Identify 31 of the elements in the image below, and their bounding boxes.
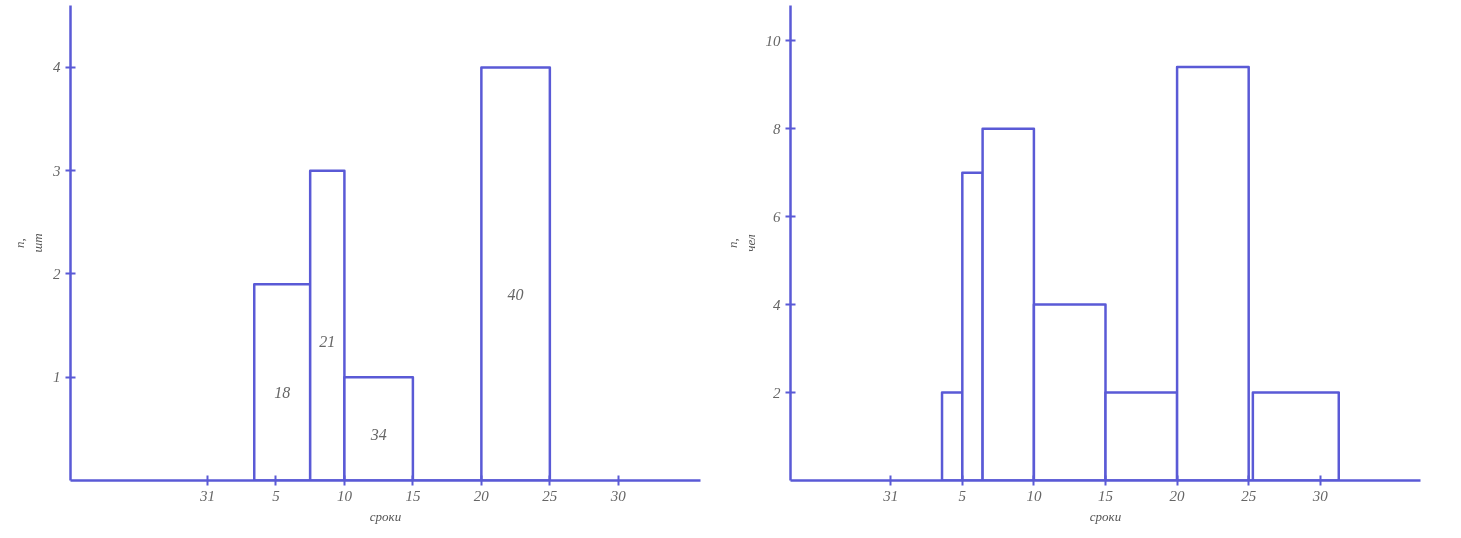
y-tick-label: 2 [53,265,61,282]
x-axis-title: сроки [369,508,402,524]
annotation: 40 [507,286,524,304]
x-tick-label: 15 [405,487,421,504]
x-axis-title: сроки [1089,508,1122,524]
x-tick-label: 15 [1098,487,1114,504]
annotation: 21 [319,332,336,350]
x-tick-label: 30 [1311,487,1329,504]
y-tick-label: 4 [773,296,781,313]
y-tick-label: 10 [765,32,781,49]
y-tick-label: 4 [53,59,61,76]
annotation: 18 [274,383,291,401]
x-tick-label: 30 [609,487,627,504]
x-tick-label: 5 [272,487,281,504]
x-tick-label: 25 [542,487,558,504]
y-tick-label: 3 [52,162,61,179]
y-tick-label: 2 [773,384,781,401]
x-tick-label: 31 [198,487,215,504]
x-tick-label: 10 [1026,487,1042,504]
x-tick-label: 25 [1241,487,1257,504]
y-tick-label: 8 [773,120,781,137]
x-tick-label: 10 [336,487,353,504]
y-axis-title: n, чел [724,234,758,252]
y-axis-title: n, шт [12,233,45,253]
x-tick-label: 31 [882,487,899,504]
y-tick-label: 1 [53,369,61,386]
annotation: 34 [369,425,387,443]
y-tick-label: 6 [773,208,781,225]
x-tick-label: 5 [958,487,967,504]
x-tick-label: 20 [473,487,490,504]
x-tick-label: 20 [1169,487,1186,504]
